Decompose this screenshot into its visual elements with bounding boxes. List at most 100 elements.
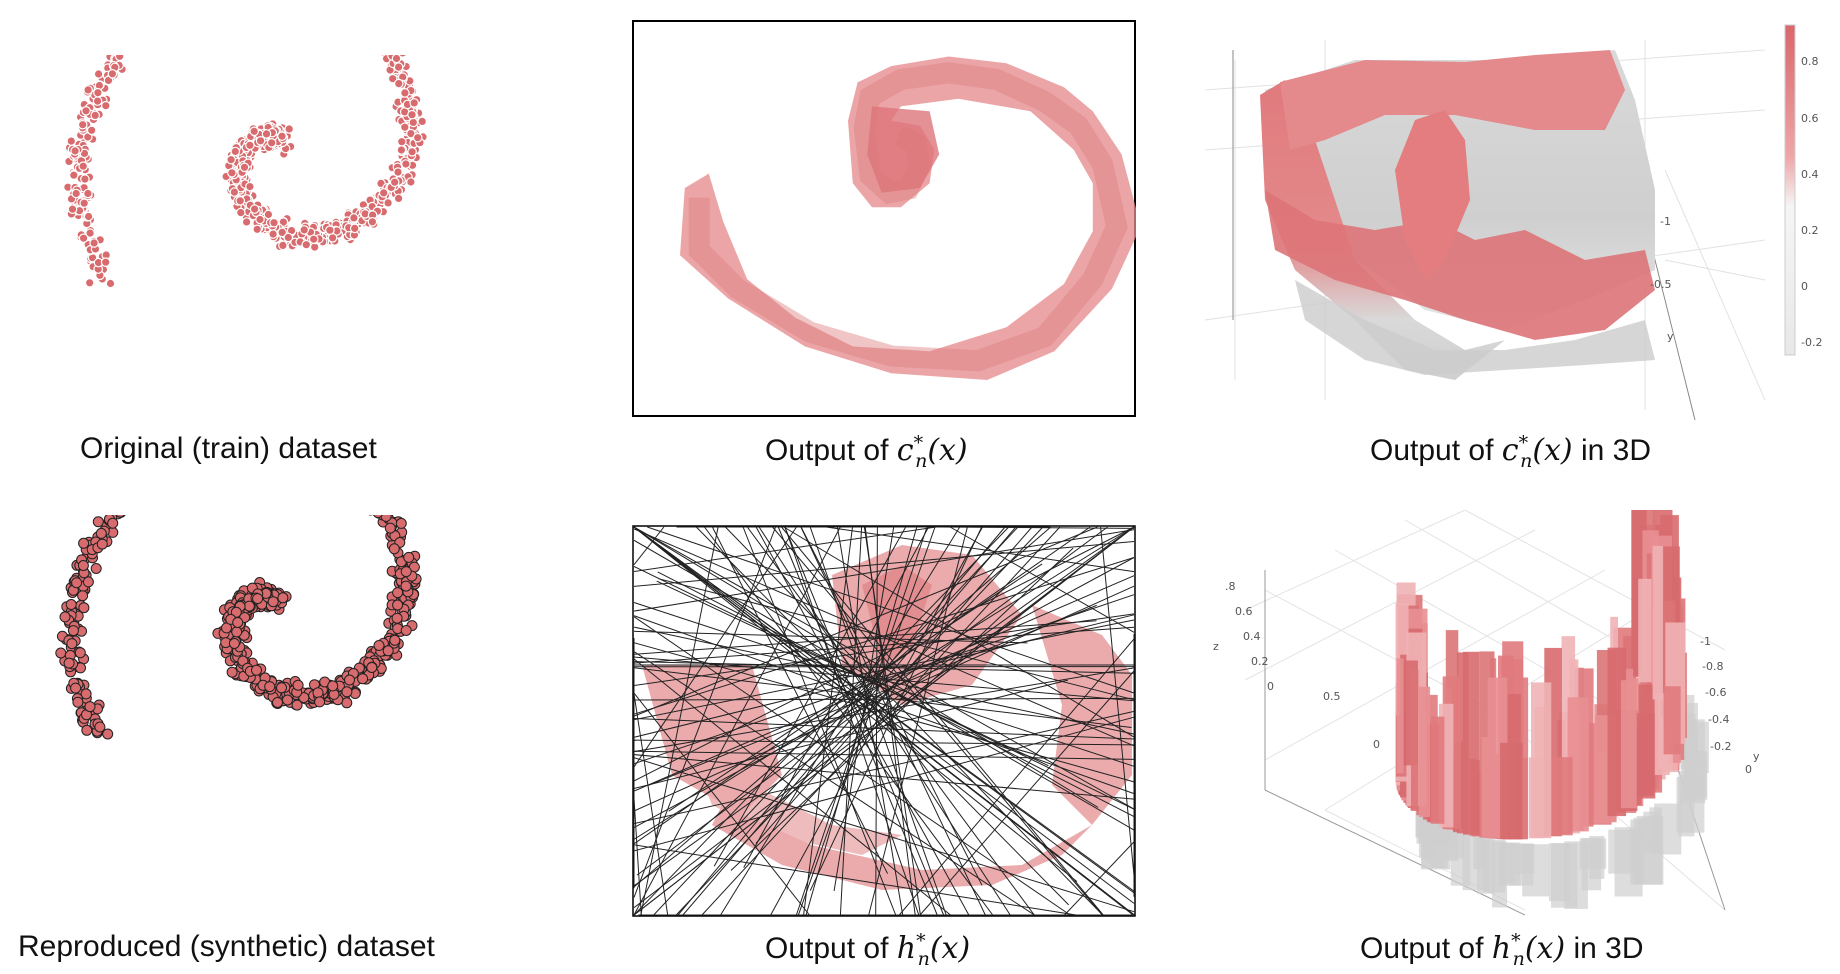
caption-c3d-suffix: in 3D (1572, 434, 1652, 467)
synthetic-point (243, 600, 255, 612)
original-point (367, 217, 378, 227)
original-point (409, 98, 419, 108)
surface-bar (1463, 651, 1480, 835)
partition-line (784, 526, 920, 916)
cbar-tick-2: 0.4 (1801, 168, 1819, 181)
synthetic-point (292, 679, 304, 691)
caption-c-output: Output of c*n(x) (765, 432, 968, 472)
partition-line (633, 619, 1135, 721)
partition-line (653, 526, 1019, 916)
partition-line (633, 697, 1135, 701)
synthetic-point (77, 590, 89, 602)
original-point (92, 96, 103, 106)
original-point (406, 177, 416, 187)
synthetic-point (314, 696, 326, 708)
partition-line (720, 526, 961, 916)
surface-bar (1507, 694, 1521, 840)
surface-bar (1456, 652, 1469, 834)
partition-line (725, 526, 1103, 916)
surface-bar (1620, 680, 1637, 809)
synthetic-point (71, 577, 83, 589)
surface-bar (1550, 757, 1573, 836)
surface-shadow (1514, 844, 1535, 874)
h3d-ytick-5: 0 (1745, 763, 1752, 776)
synthetic-point (63, 657, 75, 669)
partition-line (633, 526, 1135, 916)
synthetic-point (344, 674, 355, 686)
original-point (263, 209, 274, 220)
c-spiral-band-inner (688, 62, 1128, 372)
synthetic-point (231, 626, 243, 638)
synthetic-point (96, 538, 108, 550)
original-point (278, 240, 288, 251)
original-point (299, 225, 309, 235)
synthetic-point (276, 682, 287, 694)
original-point (401, 159, 411, 169)
synthetic-point (341, 697, 353, 709)
original-point (399, 122, 410, 132)
caption-reproduced-text: Reproduced (synthetic) dataset (18, 930, 435, 963)
original-point (387, 73, 398, 84)
synthetic-point (388, 543, 400, 555)
synthetic-point (78, 537, 90, 549)
synthetic-point (272, 697, 283, 708)
partition-line (633, 651, 1035, 916)
original-point (84, 278, 95, 288)
partition-line (656, 580, 1049, 767)
surface-shadow (1462, 833, 1490, 891)
original-point (277, 131, 287, 141)
h3d-ytick-2: -0.6 (1705, 686, 1726, 699)
h-output-3d-plot: .8 0.6 0.4 0.2 0 z 0.5 0 -1 -0.8 -0.6 -0… (1205, 510, 1835, 920)
caption-c3d-sub: n (1520, 450, 1533, 472)
caption-h-func: h*n(x) (897, 930, 970, 970)
cbar-tick-3: 0.2 (1801, 224, 1819, 237)
partition-line (633, 616, 1071, 916)
original-point (255, 214, 265, 225)
caption-h3d-sup: * (1511, 930, 1521, 952)
caption-c-output-3d: Output of c*n(x) in 3D (1370, 432, 1651, 472)
surface-shadow (1633, 817, 1663, 885)
synthetic-point (392, 599, 404, 611)
partition-line (675, 526, 1044, 916)
partition-line (633, 626, 1135, 664)
original-point (245, 181, 255, 192)
surface-bar (1411, 669, 1419, 811)
partition-line (949, 526, 1135, 633)
original-point (78, 161, 88, 171)
partition-line (633, 693, 669, 916)
caption-c3d-func: c*n(x) (1502, 432, 1573, 472)
caption-reproduced: Reproduced (synthetic) dataset (18, 930, 435, 964)
original-point (266, 138, 277, 148)
partition-line (633, 594, 1135, 765)
original-point (252, 224, 262, 235)
original-point (83, 211, 94, 222)
surface-bar (1430, 716, 1445, 824)
partition-line (633, 529, 1135, 612)
partition-line (640, 526, 719, 916)
original-point (283, 232, 294, 243)
synthetic-point (380, 515, 392, 522)
surface-shadow (1685, 751, 1708, 800)
partition-line (809, 526, 983, 891)
h3d-ytick-1: -0.8 (1702, 660, 1723, 673)
original-point (93, 87, 103, 98)
original-point (249, 204, 260, 214)
surface-bar (1567, 697, 1589, 832)
partition-line (797, 526, 936, 916)
synthetic-point (252, 593, 264, 605)
synthetic-scatter-svg (55, 515, 422, 740)
h3d-bars (1395, 510, 1709, 909)
caption-c-func: c*n(x) (897, 432, 968, 472)
partition-line (633, 798, 642, 916)
caption-h3d-arg: (x) (1524, 931, 1566, 966)
partition-line (682, 526, 1017, 916)
original-point (226, 154, 236, 165)
original-point (383, 198, 393, 208)
surface-shadow (1548, 843, 1570, 902)
partition-line (633, 526, 1010, 916)
partition-line (633, 658, 951, 916)
synthetic-point (400, 625, 412, 636)
original-scatter-svg (63, 55, 428, 289)
partition-line (746, 526, 1035, 916)
partition-line (633, 620, 1097, 655)
